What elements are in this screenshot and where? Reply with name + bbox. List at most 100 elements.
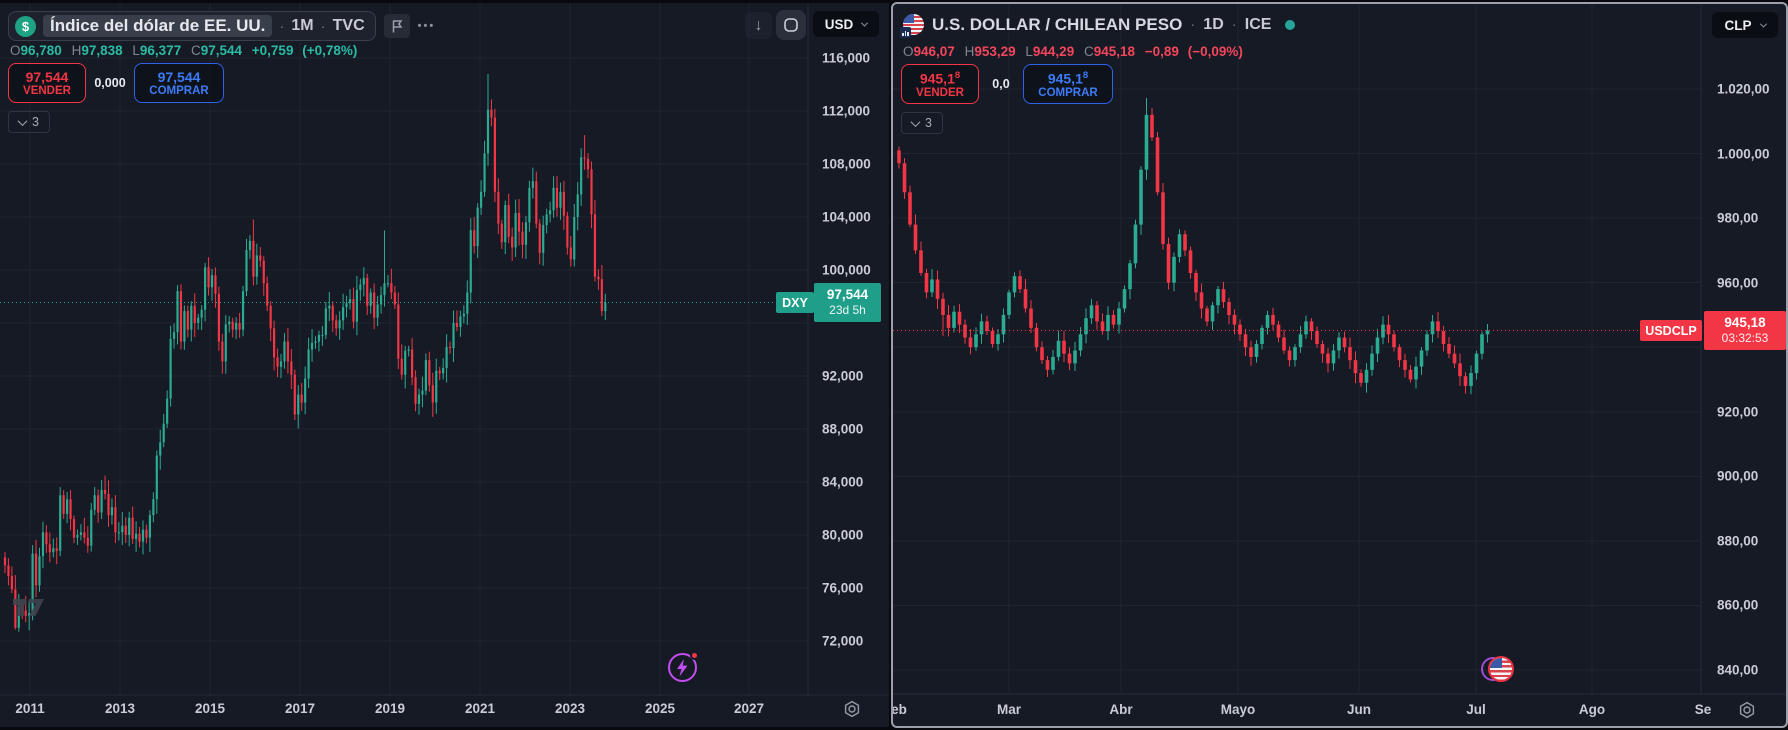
dxy-change-pct: (+0,78%)	[302, 43, 358, 58]
price-axis-label: 112,000	[822, 103, 871, 119]
time-axis-label: 2025	[644, 701, 676, 716]
arrow-down-icon: ↓	[754, 16, 763, 34]
dxy-ohlc-row: O96,780 H97,838 L96,377 C97,544 +0,759 (…	[10, 43, 358, 58]
price-axis-label: 104,000	[822, 209, 871, 225]
time-axis-label: eb	[891, 702, 907, 717]
chevron-down-icon	[17, 115, 28, 126]
axis-settings-gear-icon[interactable]	[1738, 701, 1756, 719]
chevron-down-icon	[910, 116, 921, 127]
maximize-icon	[784, 18, 798, 32]
usdclp-header: U.S. DOLLAR / CHILEAN PESO · 1D · ICE	[900, 14, 1296, 38]
dxy-symbol-button[interactable]: $ Índice del dólar de EE. UU. · 1M · TVC	[8, 11, 376, 41]
dollar-coin-icon: $	[15, 15, 36, 37]
time-axis-label: 2015	[194, 701, 226, 716]
spread-value: 0,0	[992, 77, 1010, 91]
usdclp-lastprice-badge: 945,18 03:32:53	[1704, 311, 1786, 350]
separator: ·	[320, 17, 326, 35]
usdclp-trade-buttons: 945,18 VENDER 0,0 945,18 COMPRAR	[901, 64, 1113, 104]
buy-button[interactable]: 97,544 COMPRAR	[134, 63, 224, 103]
chart-pane-usdclp[interactable]: U.S. DOLLAR / CHILEAN PESO · 1D · ICE O9…	[891, 2, 1788, 728]
more-menu-button[interactable]: •••	[417, 20, 436, 32]
currency-dropdown-clp[interactable]: CLP	[1712, 12, 1778, 38]
time-axis-label: Mayo	[1220, 702, 1256, 717]
price-axis-label: 108,000	[822, 156, 871, 172]
usdclp-exchange[interactable]: ICE	[1244, 15, 1272, 33]
usdclp-open: 946,07	[913, 44, 955, 59]
price-axis-label: 880,00	[1717, 533, 1759, 549]
price-axis-label: 72,000	[822, 633, 864, 649]
price-axis-label: 76,000	[822, 580, 864, 596]
time-axis-label: Ago	[1578, 702, 1606, 717]
indicators-collapse-button[interactable]: 3	[901, 112, 943, 134]
usdclp-close: 945,18	[1093, 44, 1136, 59]
usdclp-candlestick-chart[interactable]	[893, 4, 1786, 726]
flag-marker-button[interactable]	[383, 14, 410, 38]
axis-settings-gear-icon[interactable]	[843, 700, 861, 718]
market-open-dot	[1285, 19, 1296, 30]
time-axis-label: Se	[1694, 702, 1712, 717]
price-axis-label: 88,000	[822, 421, 864, 437]
time-axis-label: 2027	[733, 701, 765, 716]
time-axis-label: 2013	[104, 701, 136, 716]
chevron-down-icon	[1759, 20, 1767, 28]
separator: ·	[1231, 16, 1237, 33]
currency-dropdown-usd[interactable]: USD	[813, 11, 879, 37]
usdclp-interval[interactable]: 1D	[1203, 15, 1224, 33]
chart-pane-dxy[interactable]: $ Índice del dólar de EE. UU. · 1M · TVC…	[0, 3, 889, 727]
time-axis-label: Mar	[996, 702, 1021, 717]
price-axis-label: 840,00	[1717, 662, 1759, 678]
time-axis-label: 2023	[554, 701, 586, 716]
time-axis-label: 2019	[374, 701, 406, 716]
dxy-header: $ Índice del dólar de EE. UU. · 1M · TVC…	[8, 11, 435, 41]
dxy-exchange[interactable]: TVC	[332, 17, 365, 34]
price-axis-label: 116,000	[822, 50, 871, 66]
dxy-lastprice-badge: 97,544 23d 5h	[814, 283, 881, 323]
separator: ·	[1190, 16, 1196, 33]
buy-button[interactable]: 945,18 COMPRAR	[1023, 64, 1113, 104]
dxy-symbol-title[interactable]: Índice del dólar de EE. UU.	[43, 15, 273, 37]
price-axis-label: 860,00	[1717, 597, 1759, 613]
price-axis-label: 920,00	[1717, 404, 1759, 420]
us-flag-event-icon	[1488, 656, 1514, 682]
dxy-close: 97,544	[200, 43, 243, 58]
usdclp-high: 953,29	[974, 44, 1016, 59]
lightning-bolt-icon	[677, 659, 688, 677]
price-axis-label: 1.020,00	[1717, 81, 1770, 97]
notification-dot	[690, 651, 699, 660]
sell-button[interactable]: 97,544 VENDER	[8, 63, 86, 103]
price-axis-label: 980,00	[1717, 210, 1759, 226]
us-flag-icon	[900, 14, 924, 38]
price-axis-label: 960,00	[1717, 275, 1759, 291]
usdclp-lastprice-line-label: USDCLP	[1640, 320, 1702, 341]
scroll-down-button[interactable]: ↓	[745, 12, 772, 39]
bar-countdown: 03:32:53	[1721, 331, 1769, 345]
usdclp-ohlc-row: O946,07 H953,29 L944,29 C945,18 −0,89 (−…	[903, 44, 1243, 59]
flag-icon	[392, 19, 403, 32]
indicators-collapse-button[interactable]: 3	[8, 111, 50, 133]
usdclp-change-pct: (−0,09%)	[1187, 44, 1243, 59]
maximize-chart-button[interactable]	[776, 10, 806, 40]
mini-chart-icon	[900, 27, 911, 38]
price-axis-label: 900,00	[1717, 468, 1759, 484]
sell-button[interactable]: 945,18 VENDER	[901, 64, 979, 104]
usdclp-change: −0,89	[1144, 44, 1179, 59]
price-axis-label: 1.000,00	[1717, 146, 1770, 162]
time-axis-label: 2017	[284, 701, 316, 716]
bar-countdown: 23d 5h	[829, 303, 866, 318]
spark-events-icon[interactable]	[668, 651, 699, 682]
dxy-low: 96,377	[139, 43, 182, 58]
spread-value: 0,000	[94, 76, 126, 90]
dxy-open: 96,780	[20, 43, 62, 58]
price-axis-label: 80,000	[822, 527, 864, 543]
dxy-candlestick-chart[interactable]	[0, 3, 889, 727]
time-axis-label: 2021	[464, 701, 496, 716]
dxy-change: +0,759	[251, 43, 294, 58]
dxy-trade-buttons: 97,544 VENDER 0,000 97,544 COMPRAR	[8, 63, 224, 103]
separator: ·	[279, 17, 285, 35]
time-axis-label: Jun	[1346, 702, 1371, 717]
economic-event-flag-icon[interactable]	[1481, 654, 1515, 684]
dxy-interval[interactable]: 1M	[291, 17, 314, 34]
usdclp-symbol-title[interactable]: U.S. DOLLAR / CHILEAN PESO	[932, 14, 1183, 34]
price-axis-label: 84,000	[822, 474, 864, 490]
